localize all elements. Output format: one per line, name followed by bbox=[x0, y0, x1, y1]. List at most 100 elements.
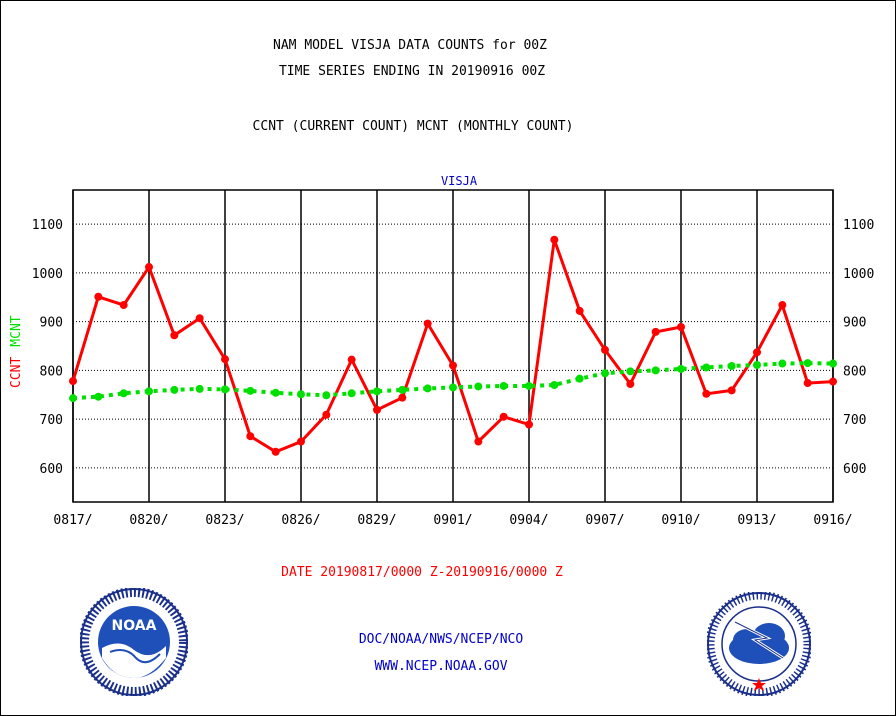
y-tick-label: 900 bbox=[40, 316, 63, 331]
series-point-mcnt bbox=[601, 369, 609, 378]
series-point-mcnt bbox=[803, 359, 812, 368]
series-point-mcnt bbox=[271, 388, 280, 397]
series-point-ccnt bbox=[626, 380, 635, 389]
series-point-ccnt bbox=[195, 314, 204, 323]
series-point-mcnt bbox=[753, 361, 761, 370]
series-point-mcnt bbox=[727, 361, 736, 370]
series-point-mcnt bbox=[398, 385, 407, 394]
y-axis-series-label: CCNT MCNT bbox=[9, 315, 24, 388]
website-link[interactable]: WWW.NCEP.NOAA.GOV bbox=[374, 659, 508, 674]
x-tick-label: 0826/ bbox=[281, 513, 320, 528]
y-label-ccnt: CCNT bbox=[9, 357, 24, 388]
x-tick-label: 0823/ bbox=[205, 513, 244, 528]
series-point-mcnt bbox=[297, 390, 305, 399]
series-point-ccnt bbox=[778, 301, 787, 310]
org-label: DOC/NOAA/NWS/NCEP/NCO bbox=[358, 632, 524, 647]
series-point-mcnt bbox=[322, 391, 331, 400]
series-point-ccnt bbox=[575, 306, 584, 315]
series-point-ccnt bbox=[221, 355, 229, 364]
series-point-ccnt bbox=[398, 393, 407, 402]
series-point-mcnt bbox=[677, 364, 685, 373]
series-point-mcnt bbox=[575, 374, 584, 383]
noaa-logo-text: NOAA bbox=[112, 618, 157, 634]
series-point-ccnt bbox=[69, 377, 77, 386]
series-point-mcnt bbox=[145, 387, 153, 396]
series-point-mcnt bbox=[651, 366, 660, 375]
series-point-ccnt bbox=[119, 301, 128, 310]
series-point-ccnt bbox=[651, 327, 660, 336]
station-title: VISJA bbox=[441, 174, 478, 188]
x-tick-label: 0829/ bbox=[357, 513, 396, 528]
x-tick-label: 0904/ bbox=[509, 513, 548, 528]
series-point-mcnt bbox=[195, 384, 204, 393]
x-tick-label: 0916/ bbox=[813, 513, 852, 528]
nws-logo-icon bbox=[707, 592, 811, 696]
chart-subtitle: CCNT (CURRENT COUNT) MCNT (MONTHLY COUNT… bbox=[252, 119, 574, 134]
series-point-ccnt bbox=[246, 432, 255, 441]
series-point-mcnt bbox=[69, 394, 77, 403]
series-point-ccnt bbox=[271, 447, 280, 456]
y-tick-label-right: 900 bbox=[843, 316, 866, 331]
series-point-mcnt bbox=[474, 382, 483, 391]
series-point-mcnt bbox=[550, 381, 559, 389]
x-tick-label: 0817/ bbox=[53, 513, 92, 528]
series-point-ccnt bbox=[601, 345, 609, 354]
series-point-ccnt bbox=[145, 263, 153, 272]
series-point-ccnt bbox=[550, 235, 559, 244]
series-point-ccnt bbox=[297, 437, 305, 446]
series-point-mcnt bbox=[373, 387, 381, 396]
y-tick-label: 1100 bbox=[32, 218, 63, 233]
y-tick-label-right: 800 bbox=[843, 364, 866, 379]
series-point-mcnt bbox=[94, 392, 103, 401]
y-label-mcnt: MCNT bbox=[9, 315, 24, 346]
x-tick-label: 0820/ bbox=[129, 513, 168, 528]
series-point-ccnt bbox=[474, 437, 483, 446]
series-point-mcnt bbox=[449, 383, 457, 392]
series-point-mcnt bbox=[170, 385, 179, 394]
noaa-logo-icon: NOAA bbox=[80, 588, 188, 696]
series-point-ccnt bbox=[829, 377, 837, 386]
series-point-mcnt bbox=[778, 359, 787, 368]
series-point-mcnt bbox=[499, 381, 508, 390]
series-point-ccnt bbox=[94, 292, 103, 301]
series-point-ccnt bbox=[322, 410, 331, 419]
series-point-ccnt bbox=[803, 379, 812, 388]
y-tick-label-right: 600 bbox=[843, 462, 866, 477]
series-point-ccnt bbox=[373, 405, 381, 414]
series-point-ccnt bbox=[347, 355, 356, 364]
series-point-mcnt bbox=[702, 363, 711, 372]
y-tick-label-right: 700 bbox=[843, 413, 866, 428]
series-point-mcnt bbox=[423, 384, 432, 393]
series-point-ccnt bbox=[753, 348, 761, 357]
x-tick-label: 0907/ bbox=[585, 513, 624, 528]
series-point-mcnt bbox=[347, 389, 356, 398]
chart-title-line2: TIME SERIES ENDING IN 20190916 00Z bbox=[278, 64, 546, 79]
x-tick-label: 0910/ bbox=[661, 513, 700, 528]
plot-area bbox=[72, 189, 834, 503]
series-point-mcnt bbox=[221, 385, 229, 394]
x-tick-label: 0913/ bbox=[737, 513, 776, 528]
series-point-ccnt bbox=[499, 412, 508, 421]
y-tick-label: 600 bbox=[40, 462, 63, 477]
series-point-ccnt bbox=[677, 322, 685, 331]
y-tick-label-right: 1100 bbox=[843, 218, 874, 233]
date-range-label: DATE 20190817/0000 Z-20190916/0000 Z bbox=[281, 565, 563, 580]
y-tick-label: 800 bbox=[40, 364, 63, 379]
series-point-ccnt bbox=[170, 331, 179, 340]
series-point-ccnt bbox=[727, 386, 736, 395]
series-point-ccnt bbox=[423, 319, 432, 328]
series-point-ccnt bbox=[449, 361, 457, 370]
y-tick-label: 700 bbox=[40, 413, 63, 428]
series-point-mcnt bbox=[525, 381, 533, 390]
chart-title-line1: NAM MODEL VISJA DATA COUNTS for 00Z bbox=[273, 38, 547, 53]
x-tick-label: 0901/ bbox=[433, 513, 472, 528]
series-point-mcnt bbox=[246, 386, 255, 395]
series-point-mcnt bbox=[119, 389, 128, 398]
series-point-ccnt bbox=[525, 420, 533, 429]
y-tick-label-right: 1000 bbox=[843, 267, 874, 282]
series-point-ccnt bbox=[702, 389, 711, 398]
series-point-mcnt bbox=[626, 367, 635, 376]
y-tick-label: 1000 bbox=[32, 267, 63, 282]
series-point-mcnt bbox=[829, 359, 837, 368]
